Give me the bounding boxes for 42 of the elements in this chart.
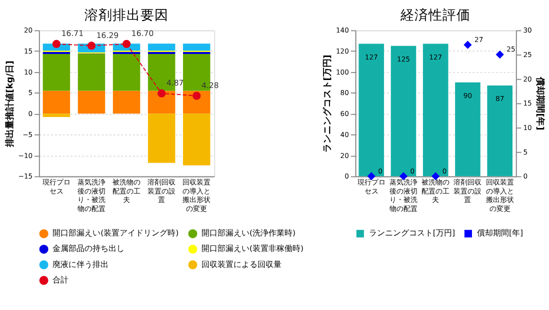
bar: [487, 85, 512, 176]
point: [464, 40, 472, 49]
bar: [112, 54, 140, 91]
legend-label: 開口部漏えい(装置アイドリング時): [52, 228, 179, 238]
point: [158, 89, 166, 98]
bar: [390, 46, 416, 176]
bar: [422, 44, 448, 176]
bar: [42, 114, 70, 117]
legend-label: 金属部品の持ち出し: [52, 244, 125, 254]
point: [496, 50, 504, 59]
legend-label: 廃液に伴う排出: [52, 260, 109, 269]
bar: [183, 90, 210, 114]
legend-label: 開口部漏えい(洗浄作業時): [201, 228, 296, 238]
bar: [112, 90, 140, 114]
bar: [148, 90, 176, 114]
point: [52, 40, 61, 48]
bar: [42, 90, 70, 114]
point: [87, 42, 96, 50]
legend-label: 開口部漏えい(装置非稼働時): [201, 244, 304, 254]
chart-title: 経済性評価: [400, 8, 471, 24]
bar: [183, 114, 210, 166]
data-label: 16.70: [131, 29, 154, 38]
data-label: 16.29: [96, 30, 119, 40]
point: [192, 92, 201, 100]
bar: [78, 54, 106, 91]
y2-axis-title: 償却期間[年]: [534, 76, 546, 130]
chart-title: 溶剤排出要因: [84, 8, 169, 24]
y-axis-title: 排出量推計値[kg/日]: [4, 60, 16, 148]
bar: [148, 44, 176, 51]
bar: [42, 54, 70, 91]
legend-label: ランニングコスト[万円]: [368, 228, 455, 238]
data-label: 16.71: [61, 29, 84, 38]
point: [122, 40, 131, 48]
y-axis-title: ランニングコスト[万円]: [322, 54, 334, 153]
bar: [455, 82, 480, 176]
bar: [78, 90, 106, 114]
bar: [358, 44, 384, 176]
legend-label: 合計: [52, 275, 69, 284]
legend-label: 償却期間[年]: [476, 228, 524, 238]
bar: [183, 44, 210, 51]
bar: [148, 114, 176, 163]
legend-label: 回収装置による回収量: [201, 260, 282, 269]
